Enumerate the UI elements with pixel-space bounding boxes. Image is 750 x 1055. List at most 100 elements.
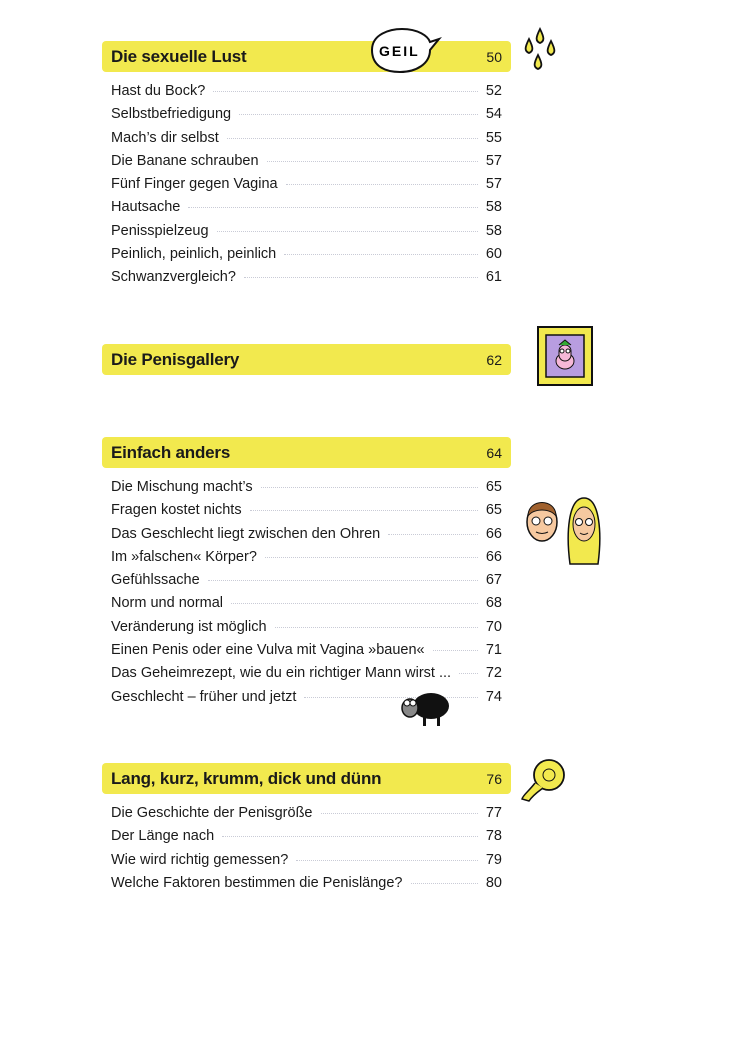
bubble-text: GEIL [379,43,420,59]
entry-list: Hast du Bock? 52 Selbstbefriedigung 54 M… [102,83,511,293]
leader-dots [226,137,478,139]
entry-page: 70 [485,618,502,635]
toc-entry[interactable]: Veränderung ist möglich 70 [111,619,502,642]
section-title: Einfach anders [111,442,231,462]
toc-entry[interactable]: Peinlich, peinlich, peinlich 60 [111,246,502,269]
section-header[interactable]: Die sexuelle Lust 50 [102,41,511,72]
leader-dots [243,277,478,279]
black-sheep-icon [399,688,453,737]
entry-page: 58 [485,199,502,216]
toc-entry[interactable]: Norm und normal 68 [111,595,502,618]
entry-page: 65 [485,502,502,519]
leader-dots [285,184,478,186]
faces-illustration [522,494,606,575]
toc-entry[interactable]: Geschlecht – früher und jetzt 74 [111,689,502,712]
entry-label: Das Geheimrezept, wie du ein richtiger M… [111,665,452,682]
toc-entry[interactable]: Wie wird richtig gemessen? 79 [111,852,502,875]
leader-dots [459,673,478,675]
entry-label: Peinlich, peinlich, peinlich [111,246,277,263]
entry-page: 79 [485,851,502,868]
leader-dots [188,207,478,209]
toc-entry[interactable]: Hast du Bock? 52 [111,83,502,106]
entry-label: Hast du Bock? [111,83,206,99]
toc-entry[interactable]: Einen Penis oder eine Vulva mit Vagina »… [111,642,502,665]
entry-page: 66 [485,548,502,565]
entry-page: 78 [485,828,502,845]
entry-page: 57 [485,152,502,169]
toc-entry[interactable]: Der Länge nach 78 [111,828,502,851]
toc-entry[interactable]: Gefühlssache 67 [111,572,502,595]
entry-page: 54 [485,106,502,123]
toc-entry[interactable]: Selbstbefriedigung 54 [111,106,502,129]
leader-dots [432,650,478,652]
entry-label: Der Länge nach [111,828,215,845]
entry-label: Penisspielzeug [111,222,209,239]
toc-entry[interactable]: Das Geheimrezept, wie du ein richtiger M… [111,665,502,688]
section-header[interactable]: Lang, kurz, krumm, dick und dünn 76 [102,763,511,794]
section-page: 64 [486,444,502,461]
entry-label: Gefühlssache [111,572,200,589]
section-header[interactable]: Einfach anders 64 [102,437,511,468]
entry-page: 67 [485,572,502,589]
entry-page: 66 [485,525,502,542]
leader-dots [274,626,478,628]
toc-entry[interactable]: Mach’s dir selbst 55 [111,130,502,153]
leader-dots [388,533,478,535]
entry-label: Veränderung ist möglich [111,618,267,635]
toc-section: Die Penisgallery 62 [102,344,511,375]
toc-entry[interactable]: Welche Faktoren bestimmen die Penislänge… [111,875,502,898]
entry-label: Hautsache [111,199,181,216]
toc-entry[interactable]: Fünf Finger gegen Vagina 57 [111,176,502,199]
leader-dots [216,230,478,232]
entry-label: Die Geschichte der Penisgröße [111,805,313,821]
picture-frame-illustration [534,323,596,394]
entry-page: 55 [485,129,502,146]
entry-label: Fragen kostet nichts [111,502,242,519]
entry-page: 80 [485,874,502,891]
toc-entry[interactable]: Im »falschen« Körper? 66 [111,549,502,572]
tape-measure-icon [519,757,569,808]
entry-page: 74 [485,688,502,705]
toc-entry[interactable]: Hautsache 58 [111,199,502,222]
entry-page: 58 [485,222,502,239]
toc-entry[interactable]: Die Mischung macht’s 65 [111,479,502,502]
section-header[interactable]: Die Penisgallery 62 [102,344,511,375]
leader-dots [249,510,478,512]
entry-label: Die Mischung macht’s [111,479,253,495]
entry-list: Die Geschichte der Penisgröße 77 Der Län… [102,805,511,898]
entry-label: Selbstbefriedigung [111,106,232,123]
leader-dots [239,114,478,116]
entry-page: 65 [485,479,502,495]
entry-label: Norm und normal [111,595,224,612]
entry-page: 71 [485,642,502,659]
toc-entry[interactable]: Das Geschlecht liegt zwischen den Ohren … [111,526,502,549]
leader-dots [207,580,478,582]
section-title: Die sexuelle Lust [111,46,247,66]
entry-page: 72 [485,665,502,682]
toc-entry[interactable]: Schwanzvergleich? 61 [111,269,502,292]
leader-dots [213,91,478,92]
entry-page: 77 [485,805,502,821]
entry-page: 52 [485,83,502,99]
speech-bubble-illustration: GEIL [366,26,442,81]
toc-entry[interactable]: Fragen kostet nichts 65 [111,502,502,525]
entry-label: Mach’s dir selbst [111,129,219,146]
drops-icon [522,26,558,80]
entry-label: Welche Faktoren bestimmen die Penislänge… [111,874,403,891]
toc-section: Einfach anders 64 Die Mischung macht’s 6… [102,437,511,712]
section-page: 50 [486,48,502,65]
toc-entry[interactable]: Die Banane schrauben 57 [111,153,502,176]
entry-label: Schwanzvergleich? [111,269,236,286]
entry-page: 68 [485,595,502,612]
entry-label: Wie wird richtig gemessen? [111,851,289,868]
leader-dots [260,487,478,488]
section-title: Die Penisgallery [111,349,240,369]
leader-dots [304,696,478,698]
entry-label: Das Geschlecht liegt zwischen den Ohren [111,525,381,542]
section-title: Lang, kurz, krumm, dick und dünn [111,768,382,788]
toc-entry[interactable]: Die Geschichte der Penisgröße 77 [111,805,502,828]
toc-entry[interactable]: Penisspielzeug 58 [111,223,502,246]
leader-dots [266,160,478,162]
entry-label: Die Banane schrauben [111,152,259,169]
